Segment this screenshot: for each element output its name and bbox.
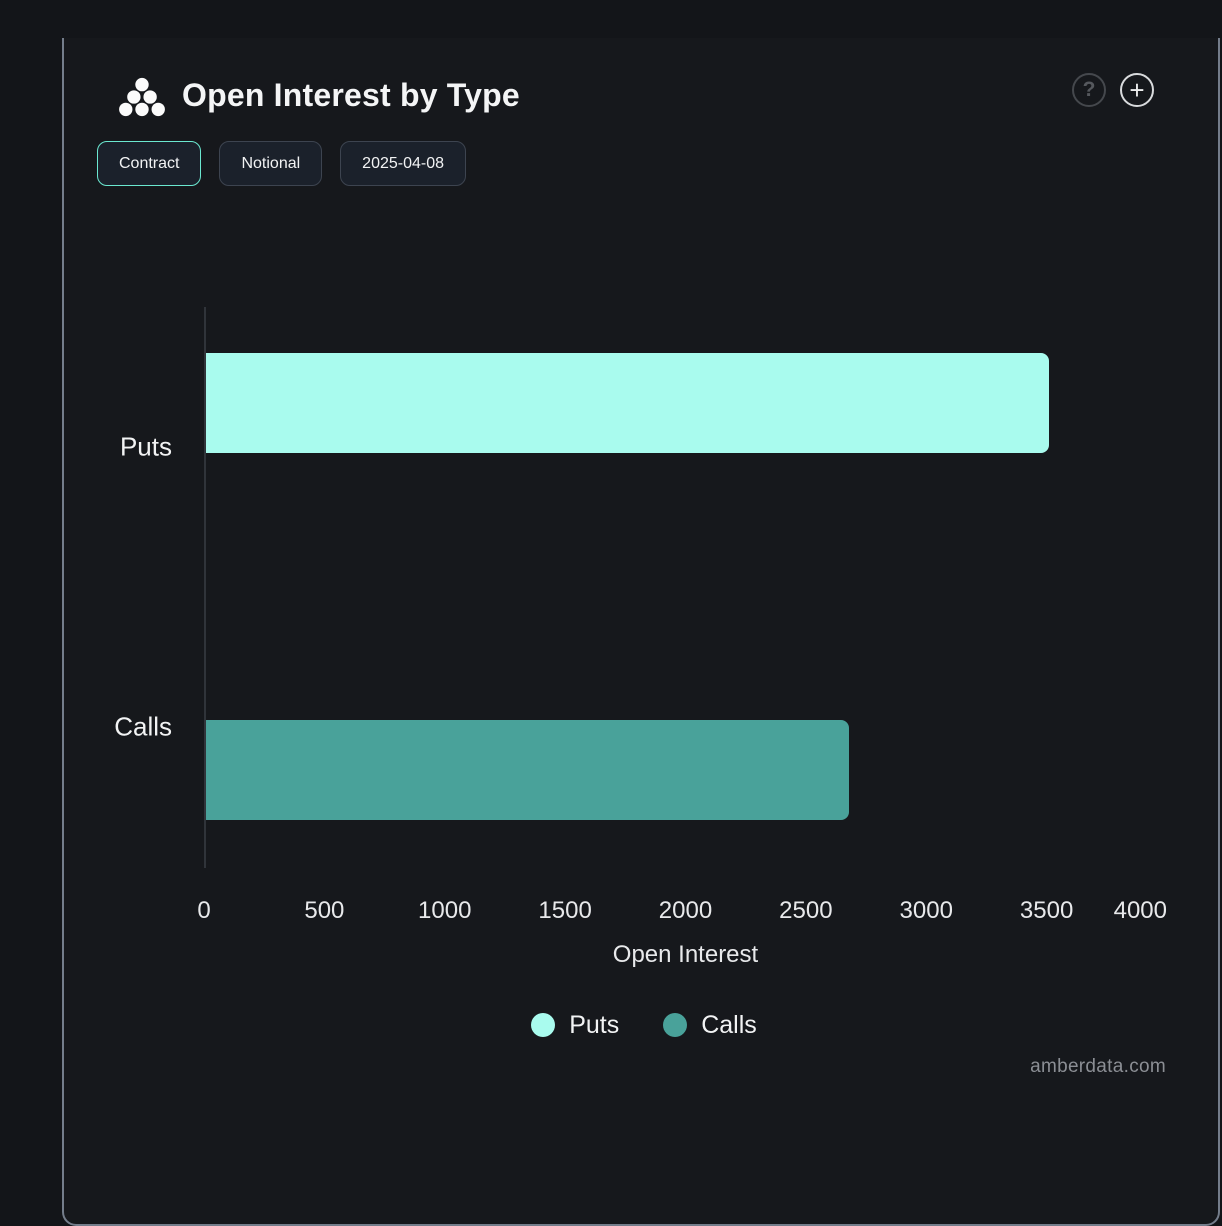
legend-swatch-puts [531, 1013, 556, 1037]
x-axis-ticks: 0 500 1000 1500 2000 2500 3000 3500 4000 [197, 897, 1167, 929]
help-glyph: ? [1082, 78, 1096, 101]
amberdata-logo-icon [119, 77, 165, 117]
chart-legend: Puts Calls [204, 1006, 1084, 1044]
x-tick-label: 2500 [779, 897, 833, 924]
legend-item-calls[interactable]: Calls [663, 1011, 757, 1040]
watermark: amberdata.com [1030, 1056, 1166, 1077]
add-icon[interactable]: + [1120, 73, 1154, 107]
x-axis-title: Open Interest [612, 941, 759, 968]
bar-calls[interactable] [206, 720, 849, 820]
toolbar-button-contract[interactable]: Contract [97, 141, 202, 186]
x-tick-label: 1000 [418, 897, 472, 924]
page-title: Open Interest by Type [182, 77, 520, 113]
toolbar: Contract Notional 2025-04-08 [97, 141, 467, 186]
x-tick-label: 3000 [899, 897, 953, 924]
bar-puts[interactable] [206, 353, 1049, 453]
legend-label: Puts [569, 1010, 620, 1039]
legend-swatch-calls [663, 1013, 688, 1037]
x-tick-label: 4000 [1113, 897, 1167, 924]
x-tick-label: 500 [304, 897, 345, 924]
plot-area [204, 307, 1169, 868]
x-tick-label: 1500 [538, 897, 592, 924]
x-tick-label: 3500 [1019, 897, 1074, 924]
legend-label: Calls [701, 1010, 757, 1039]
x-tick-label: 0 [197, 897, 211, 924]
help-icon[interactable]: ? [1072, 73, 1106, 107]
legend-item-puts[interactable]: Puts [531, 1011, 619, 1040]
chart-card [62, 38, 1220, 1226]
toolbar-button-2025-04-08[interactable]: 2025-04-08 [340, 141, 467, 186]
toolbar-button-notional[interactable]: Notional [219, 141, 323, 186]
x-tick-label: 2000 [658, 897, 713, 924]
